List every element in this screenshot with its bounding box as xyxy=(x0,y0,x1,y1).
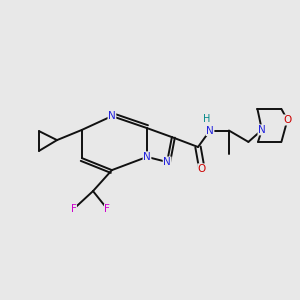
Text: N: N xyxy=(258,125,266,135)
Text: O: O xyxy=(283,115,292,125)
Text: N: N xyxy=(206,125,214,136)
Text: N: N xyxy=(163,157,171,167)
Text: F: F xyxy=(104,204,110,214)
Text: O: O xyxy=(198,164,206,174)
Text: H: H xyxy=(203,113,210,124)
Text: N: N xyxy=(108,111,116,121)
Text: N: N xyxy=(143,152,151,162)
Text: F: F xyxy=(70,204,76,214)
